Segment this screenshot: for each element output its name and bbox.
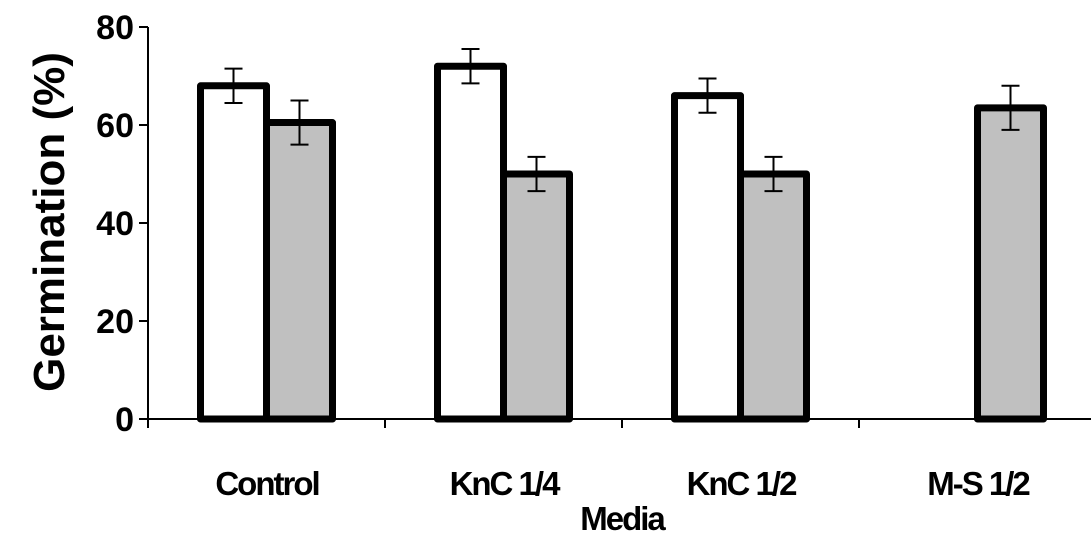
y-tick-label: 20 <box>96 303 134 341</box>
y-tick-label: 60 <box>96 107 134 145</box>
y-tick-label: 40 <box>96 205 134 243</box>
axes-layer <box>139 26 1091 428</box>
x-axis-title: Media <box>580 500 666 535</box>
y-tick-label: 0 <box>115 401 134 439</box>
y-tick-labels: 0 20 40 60 80 <box>96 9 134 439</box>
bars-layer <box>197 62 1047 423</box>
bar-series-1 <box>671 92 744 423</box>
x-category-label: Control <box>215 465 318 502</box>
bar-series-2 <box>500 170 573 423</box>
bar-series-1 <box>197 82 270 423</box>
x-category-labels: Control KnC 1/4 KnC 1/2 M-S 1/2 <box>215 465 1032 502</box>
x-category-label: KnC 1/2 <box>687 465 798 502</box>
bar-series-2 <box>737 170 810 423</box>
bar-series-2 <box>263 119 336 423</box>
x-category-label: KnC 1/4 <box>450 465 562 502</box>
y-tick-label: 80 <box>96 9 134 47</box>
x-category-label: M-S 1/2 <box>927 465 1030 502</box>
errorbars-layer <box>224 48 1020 193</box>
y-axis-title: Germination (%) <box>25 52 74 392</box>
bar-series-2 <box>974 104 1047 423</box>
bar-series-1 <box>434 62 507 423</box>
